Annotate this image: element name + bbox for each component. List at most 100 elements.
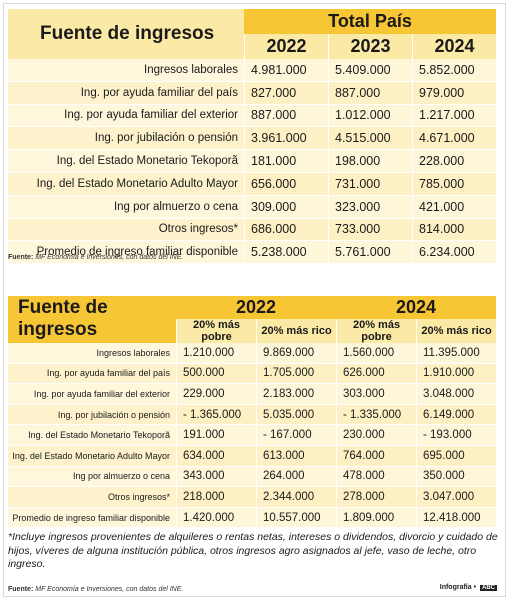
cell-value: 10.557.000 [256,507,337,529]
cell-value: 12.418.000 [416,507,497,529]
cell-value: 1.560.000 [336,343,417,364]
row-label: Promedio de ingreso familiar disponible [8,507,176,529]
table-row: Ing. por jubilación o pensión 3.961.000 … [8,127,497,151]
cell-value: - 1.335.000 [336,404,417,426]
table-row: Otros ingresos* 686.000 733.000 814.000 [8,218,497,242]
cell-value: 230.000 [336,425,417,446]
table1-group-header: Total País [244,9,497,34]
footnote: *Incluye ingresos provenientes de alquil… [8,531,498,570]
publisher-logo: ABC [480,585,497,591]
table1-source: Fuente: MF Economía e Inversiones, con d… [8,254,183,261]
cell-value: 323.000 [328,195,412,219]
table-row: Ing. del Estado Monetario Tekoporã 191.0… [8,425,497,446]
table2-body: Ingresos laborales 1.210.000 9.869.000 1… [8,343,497,529]
cell-value: 1.217.000 [412,104,497,128]
row-label: Ing. por jubilación o pensión [8,127,244,151]
cell-value: 814.000 [412,218,497,242]
cell-value: 887.000 [244,104,328,128]
cell-value: 686.000 [244,218,328,242]
cell-value: 5.761.000 [328,241,412,265]
row-label: Ing por almuerzo o cena [8,466,176,488]
table2-subheader: 20% más pobre [336,319,417,343]
cell-value: 2.344.000 [256,487,337,508]
table2-subheader: 20% más rico [256,319,337,343]
table-row: Ing. por jubilación o pensión - 1.365.00… [8,404,497,426]
cell-value: 1.910.000 [416,363,497,385]
row-label: Ing. por ayuda familiar del país [8,81,244,105]
source-label: Fuente: [8,254,34,261]
table-row: Ing. del Estado Monetario Tekoporã 181.0… [8,150,497,173]
cell-value: 4.515.000 [328,127,412,151]
row-label: Ingresos laborales [8,343,176,364]
cell-value: 5.409.000 [328,59,412,82]
cell-value: - 193.000 [416,425,497,446]
row-label: Promedio de ingreso familiar disponible [8,241,244,265]
cell-value: 656.000 [244,172,328,196]
cell-value: 764.000 [336,445,417,467]
table2-source: Fuente: MF Economía e Inversiones, con d… [8,586,183,593]
cell-value: 11.395.000 [416,343,497,364]
credit-label: Infografía • [439,584,477,591]
infographic-frame [3,3,506,597]
credit: Infografía • ABC [440,584,497,591]
row-label: Otros ingresos* [8,487,176,508]
table-row: Ing por almuerzo o cena 343.000 264.000 … [8,466,497,488]
income-table-quintiles: Fuente de ingresos 2022 2024 20% más pob… [8,296,497,529]
cell-value: 303.000 [336,384,417,405]
table-row: Otros ingresos* 218.000 2.344.000 278.00… [8,487,497,508]
cell-value: 5.852.000 [412,59,497,82]
table-row: Ing. del Estado Monetario Adulto Mayor 6… [8,445,497,467]
table-row: Ingresos laborales 1.210.000 9.869.000 1… [8,343,497,364]
row-label: Ingresos laborales [8,59,244,82]
income-table-total: Fuente de ingresos Total País 2022 2023 … [8,9,497,265]
cell-value: 264.000 [256,466,337,488]
row-label: Ing. del Estado Monetario Adulto Mayor [8,172,244,196]
cell-value: 350.000 [416,466,497,488]
row-label: Ing por almuerzo o cena [8,195,244,219]
row-label: Ing. del Estado Monetario Tekoporã [8,425,176,446]
cell-value: 191.000 [176,425,256,446]
cell-value: 6.234.000 [412,241,497,265]
table2-year: 2022 [176,296,337,319]
cell-value: 478.000 [336,466,417,488]
cell-value: 3.961.000 [244,127,328,151]
table1-body: Ingresos laborales 4.981.000 5.409.000 5… [8,59,497,265]
row-label: Ing. del Estado Monetario Adulto Mayor [8,445,176,467]
table-row: Ing. por ayuda familiar del exterior 229… [8,384,497,405]
table2-title: Fuente de ingresos [8,296,176,343]
cell-value: 5.035.000 [256,404,337,426]
cell-value: 733.000 [328,218,412,242]
table-row: Ing. por ayuda familiar del exterior 887… [8,104,497,128]
table1-year: 2024 [412,34,497,59]
cell-value: 731.000 [328,172,412,196]
cell-value: 228.000 [412,150,497,173]
row-label: Ing. por jubilación o pensión [8,404,176,426]
table1-title: Fuente de ingresos [8,9,244,59]
cell-value: 4.981.000 [244,59,328,82]
cell-value: - 1.365.000 [176,404,256,426]
row-label: Ing. por ayuda familiar del país [8,363,176,385]
table-row: Promedio de ingreso familiar disponible … [8,507,497,529]
cell-value: 218.000 [176,487,256,508]
cell-value: 3.047.000 [416,487,497,508]
table1-year: 2022 [244,34,328,59]
table-row: Ing por almuerzo o cena 309.000 323.000 … [8,195,497,219]
cell-value: 695.000 [416,445,497,467]
cell-value: 229.000 [176,384,256,405]
table-row: Ingresos laborales 4.981.000 5.409.000 5… [8,59,497,82]
cell-value: 887.000 [328,81,412,105]
cell-value: 979.000 [412,81,497,105]
table2-year: 2024 [336,296,497,319]
cell-value: 278.000 [336,487,417,508]
table-row: Ing. del Estado Monetario Adulto Mayor 6… [8,172,497,196]
cell-value: 6.149.000 [416,404,497,426]
cell-value: 181.000 [244,150,328,173]
table-row: Ing. por ayuda familiar del país 827.000… [8,81,497,105]
cell-value: 626.000 [336,363,417,385]
cell-value: 1.012.000 [328,104,412,128]
cell-value: 827.000 [244,81,328,105]
table-row: Promedio de ingreso familiar disponible … [8,241,497,265]
cell-value: 500.000 [176,363,256,385]
cell-value: 1.210.000 [176,343,256,364]
cell-value: 421.000 [412,195,497,219]
